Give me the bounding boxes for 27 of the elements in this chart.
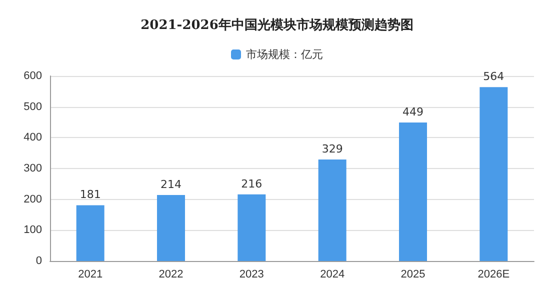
bar xyxy=(480,87,508,261)
x-tick-label: 2026E xyxy=(478,268,510,280)
bar xyxy=(157,195,185,261)
x-tick-label: 2021 xyxy=(78,268,103,280)
y-tick-label: 600 xyxy=(24,70,42,82)
bar xyxy=(76,205,104,261)
x-tick-label: 2024 xyxy=(320,268,345,280)
data-label: 329 xyxy=(322,142,343,156)
y-tick-label: 100 xyxy=(24,224,42,236)
y-tick-label: 300 xyxy=(24,162,42,174)
y-tick-label: 0 xyxy=(36,255,42,267)
data-label: 181 xyxy=(80,188,101,202)
bar xyxy=(318,160,346,261)
data-label: 216 xyxy=(241,177,262,190)
bar xyxy=(399,122,427,261)
x-tick-label: 2023 xyxy=(239,268,264,280)
chart-title: 2021-2026年中国光模块市场规模预测趋势图 xyxy=(140,17,414,33)
bar xyxy=(238,194,266,261)
y-tick-label: 500 xyxy=(24,100,42,113)
data-label: 564 xyxy=(483,70,504,84)
y-tick-label: 400 xyxy=(24,132,42,144)
legend-label: 市场规模：亿元 xyxy=(246,48,323,61)
data-label: 214 xyxy=(160,178,182,192)
data-label: 449 xyxy=(402,106,424,119)
x-tick-label: 2022 xyxy=(158,268,184,280)
x-tick-label: 2025 xyxy=(400,268,426,280)
y-tick-label: 200 xyxy=(24,193,42,206)
